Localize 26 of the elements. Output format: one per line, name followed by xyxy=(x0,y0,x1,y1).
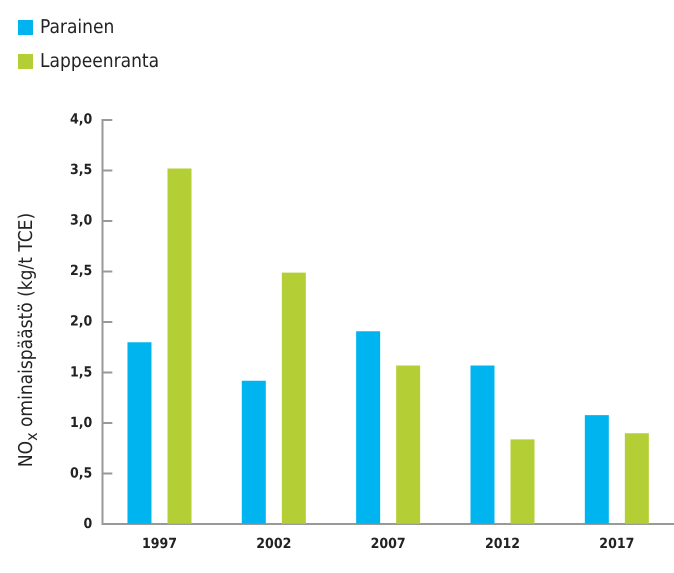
bar xyxy=(624,433,649,524)
x-tick-label: 2012 xyxy=(484,536,520,552)
bar xyxy=(510,439,535,524)
bar xyxy=(396,366,420,524)
x-tick-label: 2017 xyxy=(599,536,634,552)
legend-label: Lappeenranta xyxy=(40,50,160,72)
y-tick-label: 3,5 xyxy=(70,162,92,178)
y-tick-label: 0 xyxy=(84,516,93,532)
y-tick-label: 2,0 xyxy=(70,314,93,330)
legend-label: Parainen xyxy=(40,16,114,38)
bar xyxy=(127,342,152,524)
y-tick-label: 2,5 xyxy=(70,263,92,280)
y-tick-label: 4,0 xyxy=(70,112,93,128)
y-tick-label: 1,0 xyxy=(70,414,93,431)
bar xyxy=(282,272,306,524)
y-tick-label: 0,5 xyxy=(70,465,92,482)
bar xyxy=(167,168,192,524)
y-tick-label: 3,0 xyxy=(70,212,93,229)
bar xyxy=(470,366,494,524)
x-tick-label: 2002 xyxy=(256,536,292,552)
bar xyxy=(242,380,266,524)
bar xyxy=(356,331,380,524)
x-tick-label: 1997 xyxy=(142,536,178,552)
y-tick-label: 1,5 xyxy=(70,364,92,380)
x-tick-label: 2007 xyxy=(370,536,406,552)
bar xyxy=(584,415,609,524)
